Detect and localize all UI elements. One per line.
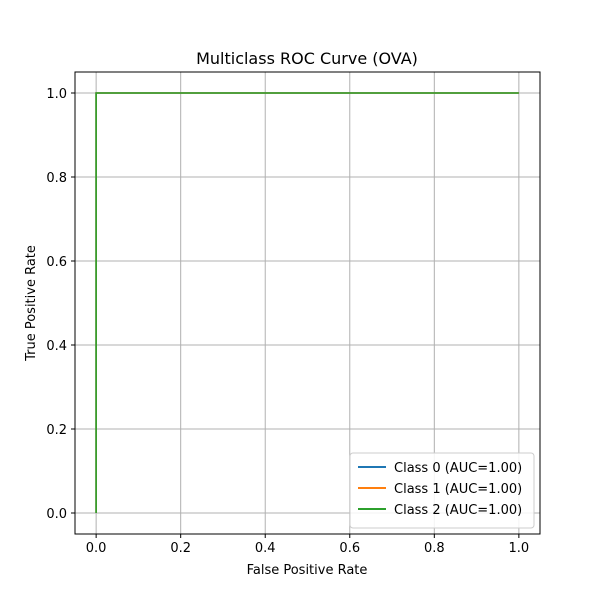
- series-line-class-2: [95, 92, 519, 513]
- series-line-class-0: [95, 92, 519, 513]
- legend-label: Class 1 (AUC=1.00): [394, 482, 522, 497]
- y-tick-label: 0.8: [46, 171, 67, 186]
- legend-label: Class 0 (AUC=1.00): [394, 461, 522, 476]
- x-tick-label: 0.4: [255, 541, 276, 556]
- x-axis-title: False Positive Rate: [247, 563, 368, 578]
- legend-label: Class 2 (AUC=1.00): [394, 503, 522, 518]
- y-tick-label: 1.0: [46, 87, 67, 102]
- legend-box: [349, 452, 535, 529]
- chart-title: Multiclass ROC Curve (OVA): [196, 49, 418, 68]
- y-tick-label: 0.0: [46, 507, 67, 522]
- y-tick-label: 0.2: [46, 423, 67, 438]
- x-tick-label: 0.0: [86, 541, 107, 556]
- legend: Class 0 (AUC=1.00) Class 1 (AUC=1.00) Clas…: [349, 452, 535, 529]
- x-tick-label: 0.2: [170, 541, 191, 556]
- y-tick-label: 0.4: [46, 339, 67, 354]
- x-tick-label: 0.8: [424, 541, 445, 556]
- x-tick-label: 0.6: [339, 541, 360, 556]
- y-axis-title: True Positive Rate: [24, 245, 39, 362]
- y-axis-ticks: 0.0 0.2 0.4 0.6 0.8 1.0: [46, 87, 75, 522]
- series-line-class-1: [95, 92, 519, 513]
- x-axis-ticks: 0.0 0.2 0.4 0.6 0.8 1.0: [86, 534, 529, 556]
- y-tick-label: 0.6: [46, 255, 67, 270]
- x-tick-label: 1.0: [509, 541, 530, 556]
- series-lines: [95, 92, 519, 513]
- plot-frame: [74, 71, 541, 535]
